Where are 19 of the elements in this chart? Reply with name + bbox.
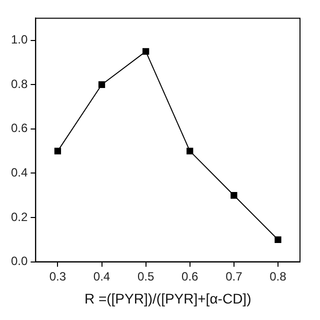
x-tick-label: 0.7 xyxy=(226,269,243,284)
x-axis-title: R =([PYR])/([PYR]+[α-CD]) xyxy=(84,290,252,306)
x-tick-label: 0.5 xyxy=(137,269,154,284)
point xyxy=(186,148,194,154)
y-tick-label: 0.6 xyxy=(10,121,28,136)
x-tick-label: 0.4 xyxy=(93,269,110,284)
y-tick-label: 0.2 xyxy=(10,210,28,224)
y-tick-label: 0.4 xyxy=(10,166,28,180)
point xyxy=(142,48,150,55)
x-tick-label: 0.8 xyxy=(270,269,287,284)
y-tick-label: 0.0 xyxy=(10,254,28,268)
y-tick-label: 1.0 xyxy=(10,32,28,47)
point xyxy=(230,192,238,199)
point xyxy=(274,236,282,243)
y-tick-label: 0.8 xyxy=(10,76,28,91)
x-tick-label: 0.6 xyxy=(182,269,199,284)
x-tick-label: 0.3 xyxy=(49,269,66,284)
point xyxy=(98,81,106,88)
point xyxy=(54,148,62,154)
